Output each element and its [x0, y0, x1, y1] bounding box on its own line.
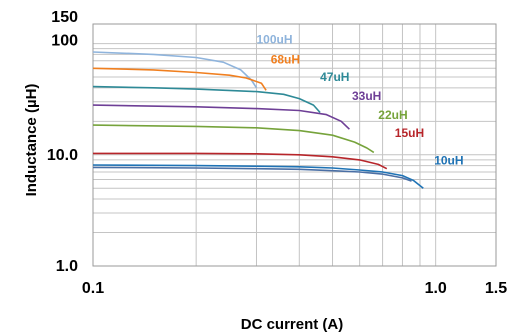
y-tick-label: 10.0	[47, 147, 78, 164]
series-label-33uH: 33uH	[352, 89, 381, 103]
y-axis-label: Inductance (µH)	[23, 84, 40, 197]
series-label-10uH: 10uH	[434, 153, 463, 167]
x-tick-label: 1.5	[485, 280, 507, 297]
series-label-22uH: 22uH	[378, 108, 407, 122]
series-line-22uH	[92, 124, 375, 154]
plot-frame	[92, 23, 497, 267]
series-line-68uH	[92, 67, 267, 91]
x-tick-label: 1.0	[425, 280, 447, 297]
series-line-15uH	[93, 152, 388, 170]
series-group	[92, 51, 424, 189]
y-tick-label: 150	[51, 9, 78, 26]
series-label-100uH: 100uH	[257, 33, 293, 47]
series-line-33uH	[92, 104, 350, 130]
plot-border	[92, 23, 497, 267]
series-label-47uH: 47uH	[320, 70, 349, 84]
x-tick-label: 0.1	[82, 280, 104, 297]
series-line-unlabeled-7	[92, 166, 412, 182]
series-line-47uH	[92, 85, 321, 114]
x-axis-label: DC current (A)	[241, 316, 344, 333]
y-tick-label: 100	[51, 33, 78, 50]
y-tick-label: 1.0	[56, 258, 78, 275]
series-line-100uH	[92, 51, 258, 89]
grid	[92, 24, 496, 267]
series-label-15uH: 15uH	[395, 126, 424, 140]
series-line-10uH	[92, 164, 424, 189]
series-label-68uH: 68uH	[271, 53, 300, 67]
